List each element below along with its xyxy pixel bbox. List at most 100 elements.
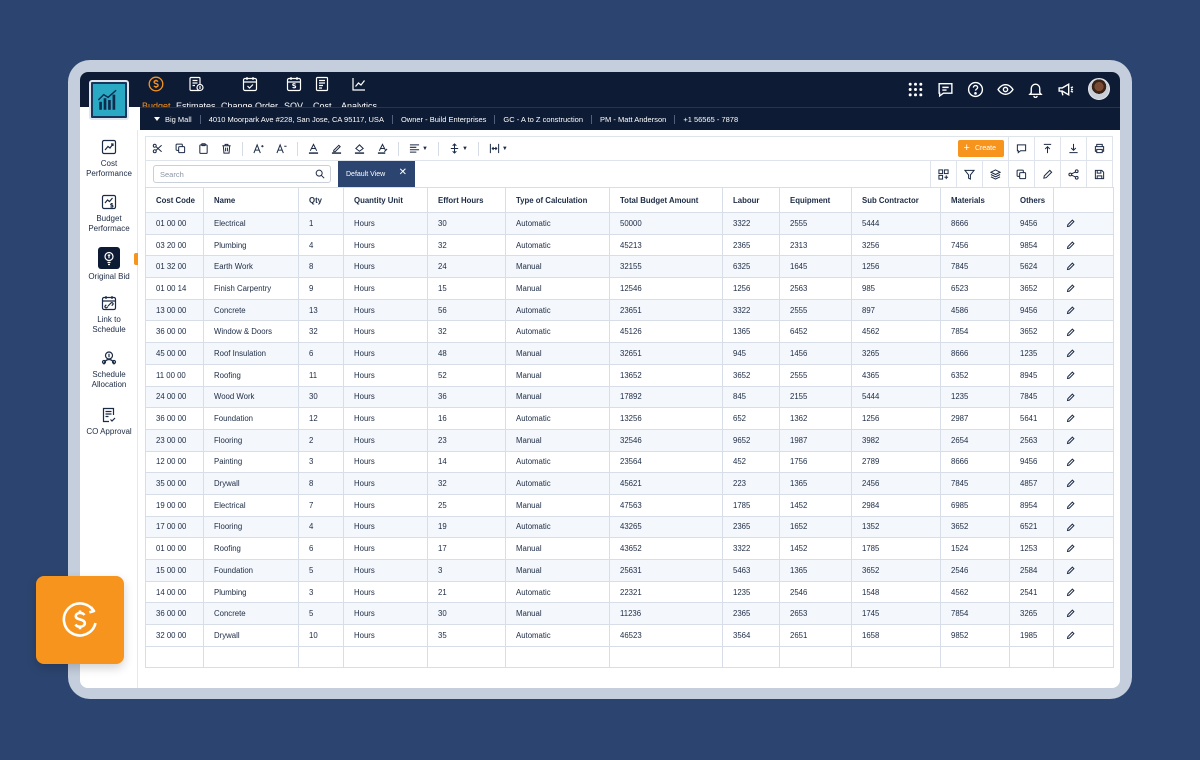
cell-total-budget[interactable]: 13256: [609, 407, 723, 430]
table-row[interactable]: 36 00 00 Foundation 12 Hours 16 Automatic 1325…: [145, 407, 1114, 430]
column-header[interactable]: [1053, 187, 1114, 213]
clear-format-icon[interactable]: [371, 137, 394, 160]
cell-others[interactable]: 8954: [1009, 493, 1054, 517]
cell-labour[interactable]: 5463: [722, 559, 780, 582]
cell-calc-type[interactable]: Automatic: [505, 320, 610, 344]
empty-cell[interactable]: [203, 645, 299, 669]
cell-qty[interactable]: 32: [298, 320, 344, 344]
cell-total-budget[interactable]: 11236: [609, 602, 723, 626]
cell-sub-contractor[interactable]: 2456: [851, 472, 941, 495]
cell-name[interactable]: Finish Carpentry: [203, 277, 299, 300]
table-row-empty[interactable]: [145, 645, 1114, 669]
cell-name[interactable]: Foundation: [203, 559, 299, 582]
cell-equipment[interactable]: 2651: [779, 624, 852, 647]
cell-cost-code[interactable]: 23 00 00: [145, 428, 204, 452]
cell-cost-code[interactable]: 12 00 00: [145, 450, 204, 474]
cell-sub-contractor[interactable]: 1745: [851, 602, 941, 626]
search-input[interactable]: Search: [153, 165, 331, 183]
cell-quantity-unit[interactable]: Hours: [343, 602, 428, 626]
cell-qty[interactable]: 5: [298, 602, 344, 626]
cell-sub-contractor[interactable]: 4562: [851, 320, 941, 344]
cell-equipment[interactable]: 2555: [779, 298, 852, 322]
cell-others[interactable]: 9456: [1009, 298, 1054, 322]
cell-materials[interactable]: 7845: [940, 255, 1010, 279]
cell-quantity-unit[interactable]: Hours: [343, 559, 428, 582]
cell-quantity-unit[interactable]: Hours: [343, 212, 428, 235]
cell-materials[interactable]: 7854: [940, 320, 1010, 344]
cell-total-budget[interactable]: 43652: [609, 537, 723, 560]
pencil-icon[interactable]: [1066, 414, 1075, 423]
save-icon[interactable]: [1086, 161, 1112, 187]
cell-qty[interactable]: 2: [298, 428, 344, 452]
cell-others[interactable]: 9456: [1009, 450, 1054, 474]
cell-others[interactable]: 5641: [1009, 407, 1054, 430]
cell-sub-contractor[interactable]: 3256: [851, 233, 941, 257]
cell-qty[interactable]: 3: [298, 580, 344, 604]
help-icon[interactable]: [964, 78, 986, 100]
cell-labour[interactable]: 845: [722, 385, 780, 409]
cell-total-budget[interactable]: 32546: [609, 428, 723, 452]
cell-qty[interactable]: 10: [298, 624, 344, 647]
cell-qty[interactable]: 4: [298, 233, 344, 257]
cell-qty[interactable]: 1: [298, 212, 344, 235]
cell-equipment[interactable]: 2653: [779, 602, 852, 626]
pencil-icon[interactable]: [1066, 588, 1075, 597]
cell-effort-hours[interactable]: 52: [427, 363, 506, 387]
pencil-icon[interactable]: [1066, 219, 1075, 228]
cell-labour[interactable]: 9652: [722, 428, 780, 452]
column-header[interactable]: Equipment: [779, 187, 852, 213]
cell-materials[interactable]: 8666: [940, 450, 1010, 474]
cell-calc-type[interactable]: Manual: [505, 537, 610, 560]
cell-labour[interactable]: 3322: [722, 537, 780, 560]
table-row[interactable]: 14 00 00 Plumbing 3 Hours 21 Automatic 22321 12…: [145, 580, 1114, 604]
cell-total-budget[interactable]: 50000: [609, 212, 723, 235]
cell-quantity-unit[interactable]: Hours: [343, 233, 428, 257]
cell-qty[interactable]: 30: [298, 385, 344, 409]
row-edit-cell[interactable]: [1053, 428, 1114, 452]
cell-cost-code[interactable]: 19 00 00: [145, 493, 204, 517]
sidebar-item-schedule-allocation[interactable]: Schedule Allocation: [80, 349, 138, 390]
pencil-icon[interactable]: [1066, 371, 1075, 380]
cell-name[interactable]: Concrete: [203, 298, 299, 322]
paste-icon[interactable]: [192, 137, 215, 160]
cell-sub-contractor[interactable]: 897: [851, 298, 941, 322]
empty-cell[interactable]: [779, 645, 852, 669]
column-header[interactable]: Sub Contractor: [851, 187, 941, 213]
cell-cost-code[interactable]: 13 00 00: [145, 298, 204, 322]
cell-materials[interactable]: 2987: [940, 407, 1010, 430]
pencil-icon[interactable]: [1066, 392, 1075, 402]
cell-labour[interactable]: 1365: [722, 320, 780, 344]
align-dropdown[interactable]: ▼: [403, 137, 434, 160]
pencil-icon[interactable]: [1066, 327, 1075, 337]
table-row[interactable]: 13 00 00 Concrete 13 Hours 56 Automatic 23651 3…: [145, 298, 1114, 322]
nav-estimates[interactable]: Estimates: [176, 76, 216, 111]
cell-sub-contractor[interactable]: 2789: [851, 450, 941, 474]
cell-effort-hours[interactable]: 24: [427, 255, 506, 279]
cell-equipment[interactable]: 1452: [779, 493, 852, 517]
column-settings-icon[interactable]: [930, 161, 956, 187]
cell-sub-contractor[interactable]: 1352: [851, 515, 941, 539]
cell-calc-type[interactable]: Automatic: [505, 212, 610, 235]
cell-effort-hours[interactable]: 32: [427, 320, 506, 344]
delete-icon[interactable]: [215, 137, 238, 160]
cell-effort-hours[interactable]: 32: [427, 233, 506, 257]
cell-effort-hours[interactable]: 23: [427, 428, 506, 452]
cell-cost-code[interactable]: 24 00 00: [145, 385, 204, 409]
fill-color-icon[interactable]: [348, 137, 371, 160]
cell-others[interactable]: 7845: [1009, 385, 1054, 409]
cell-sub-contractor[interactable]: 1548: [851, 580, 941, 604]
table-row[interactable]: 23 00 00 Flooring 2 Hours 23 Manual 32546 9652 1…: [145, 428, 1114, 452]
cell-quantity-unit[interactable]: Hours: [343, 515, 428, 539]
cell-effort-hours[interactable]: 48: [427, 342, 506, 365]
pencil-icon[interactable]: [1066, 306, 1075, 315]
cell-equipment[interactable]: 2155: [779, 385, 852, 409]
cell-effort-hours[interactable]: 14: [427, 450, 506, 474]
cell-calc-type[interactable]: Automatic: [505, 624, 610, 647]
cell-qty[interactable]: 11: [298, 363, 344, 387]
cell-calc-type[interactable]: Automatic: [505, 450, 610, 474]
empty-cell[interactable]: [1053, 645, 1114, 669]
cell-labour[interactable]: 2365: [722, 233, 780, 257]
cell-total-budget[interactable]: 45621: [609, 472, 723, 495]
cell-cost-code[interactable]: 01 32 00: [145, 255, 204, 279]
pencil-icon[interactable]: [1066, 544, 1075, 553]
